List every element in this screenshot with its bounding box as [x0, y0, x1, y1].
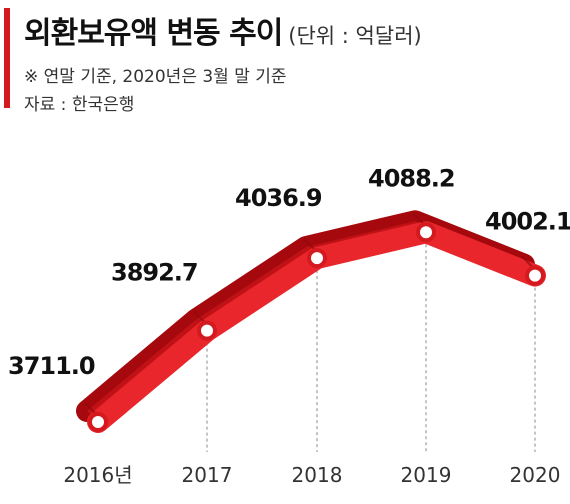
data-point: [307, 248, 327, 269]
x-axis-ticks: 2016년 2017 2018 2019 2020: [63, 463, 560, 487]
value-label: 4088.2: [368, 164, 455, 192]
data-point: [88, 412, 108, 432]
x-tick-label: 2017: [182, 463, 233, 487]
guide-lines: [206, 244, 536, 452]
value-label: 3892.7: [111, 259, 198, 287]
x-tick-label: 2016년: [63, 463, 132, 487]
value-label: 3711.0: [8, 352, 95, 380]
x-tick-label: 2020: [510, 463, 561, 487]
data-point: [416, 222, 436, 243]
title-accent-bar: [4, 8, 10, 108]
data-points: [88, 222, 545, 432]
chart-title-text: 외환보유액 변동 추이: [24, 16, 283, 51]
chart-note: ※ 연말 기준, 2020년은 3월 말 기준: [24, 67, 287, 87]
value-labels: 3711.0 3892.7 4036.9 4088.2 4002.1: [8, 164, 570, 380]
chart-source: 자료 : 한국은행: [24, 95, 135, 115]
chart-unit: (단위 : 억달러): [288, 24, 422, 48]
data-point: [197, 320, 217, 341]
chart-title: 외환보유액 변동 추이 (단위 : 억달러): [24, 8, 422, 52]
x-tick-label: 2019: [401, 463, 452, 487]
x-tick-label: 2018: [292, 463, 343, 487]
value-label: 4002.1: [485, 208, 570, 236]
data-point: [525, 265, 545, 286]
value-label: 4036.9: [235, 184, 322, 212]
ribbon-series: [76, 210, 546, 433]
